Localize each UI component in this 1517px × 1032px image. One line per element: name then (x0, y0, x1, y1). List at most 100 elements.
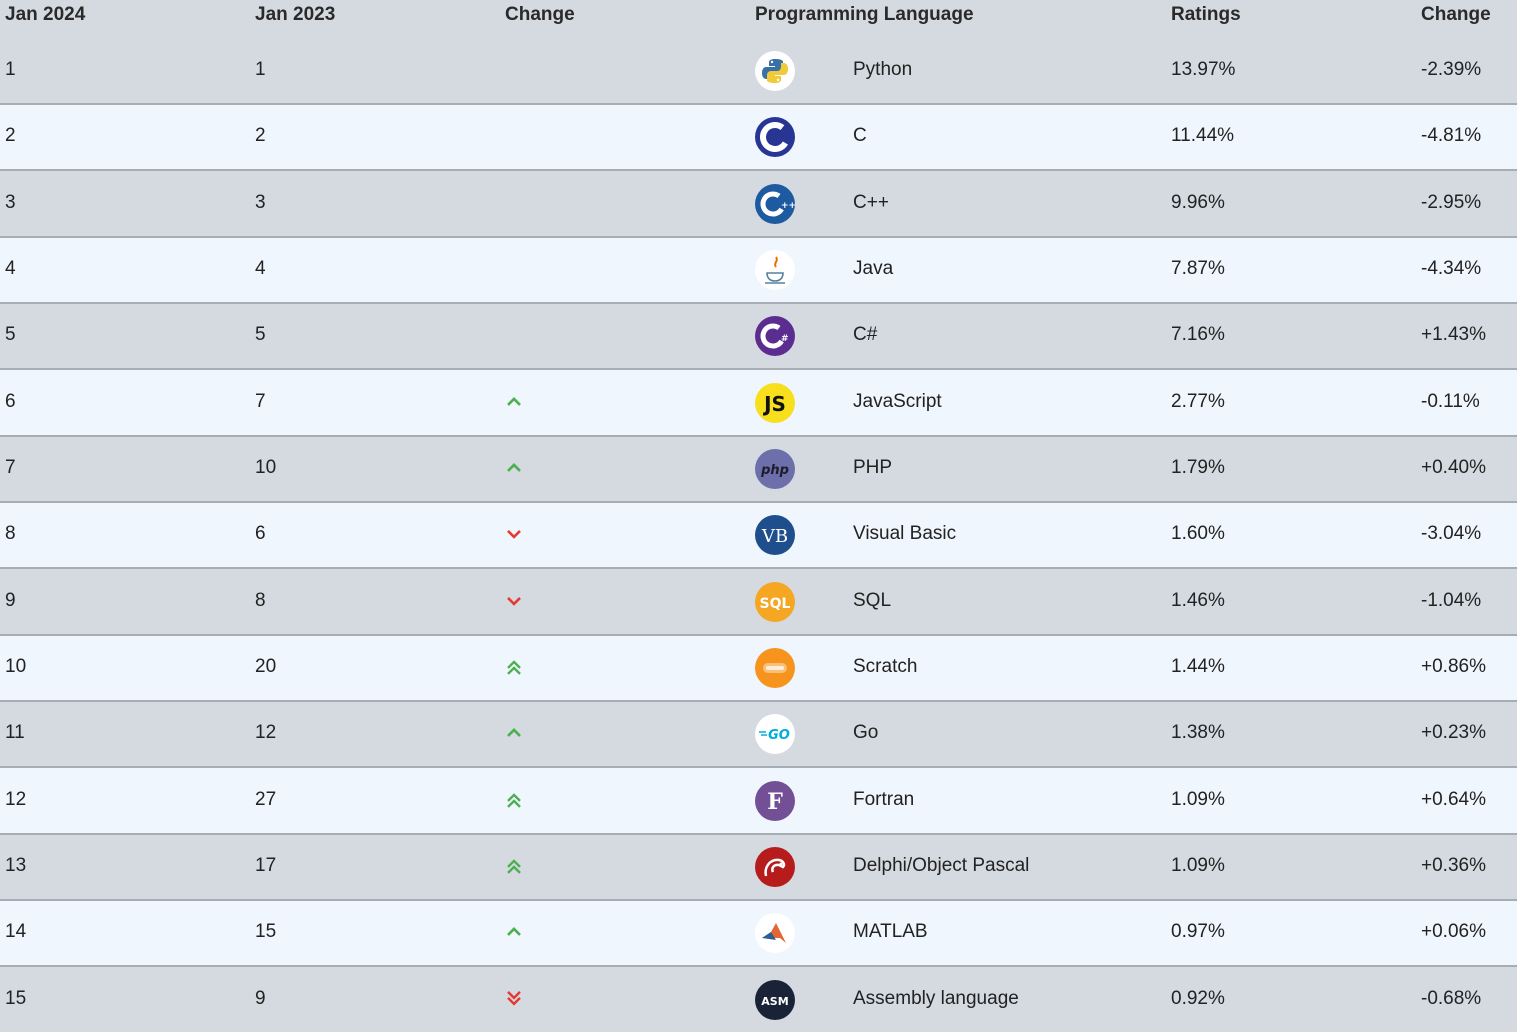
fortran-icon: F (754, 780, 796, 822)
rating-change: -4.34% (1421, 258, 1482, 280)
language-name[interactable]: Java (853, 258, 894, 280)
previous-rank: 9 (255, 987, 266, 1009)
current-rank: 8 (5, 523, 16, 545)
previous-rank: 1 (255, 58, 266, 80)
matlab-icon (754, 912, 796, 954)
rating-change: -0.68% (1421, 987, 1482, 1009)
svg-text:GO: GO (768, 728, 790, 743)
previous-rank: 17 (255, 855, 277, 877)
trend-double-down-icon (504, 987, 524, 1009)
table-row: 13 17 Delphi/Object Pascal 1.09% +0.36% (0, 835, 1517, 901)
previous-rank: 20 (255, 656, 277, 678)
rating-value: 1.09% (1171, 788, 1225, 810)
current-rank: 2 (5, 125, 16, 147)
delphi-icon (754, 846, 796, 888)
trend-up-icon (504, 457, 524, 479)
table-row: 7 10 php PHP 1.79% +0.40% (0, 437, 1517, 503)
language-name[interactable]: Fortran (853, 788, 915, 810)
rating-change: -2.95% (1421, 191, 1482, 213)
rating-change: -4.81% (1421, 125, 1482, 147)
rating-value: 7.87% (1171, 258, 1225, 280)
language-name[interactable]: MATLAB (853, 921, 928, 943)
rating-value: 2.77% (1171, 390, 1225, 412)
language-name[interactable]: Delphi/Object Pascal (853, 855, 1030, 877)
rating-value: 1.38% (1171, 722, 1225, 744)
python-icon (754, 50, 796, 92)
current-rank: 5 (5, 324, 16, 346)
language-name[interactable]: Go (853, 722, 879, 744)
previous-rank: 10 (255, 457, 277, 479)
previous-rank: 4 (255, 258, 266, 280)
language-name[interactable]: PHP (853, 457, 893, 479)
current-rank: 12 (5, 788, 27, 810)
previous-rank: 8 (255, 589, 266, 611)
current-rank: 10 (5, 656, 27, 678)
rating-change: +0.06% (1421, 921, 1486, 943)
current-rank: 7 (5, 457, 16, 479)
svg-text:php: php (760, 463, 789, 478)
rating-change: +0.36% (1421, 855, 1486, 877)
language-name[interactable]: Visual Basic (853, 523, 957, 545)
go-icon: GO (754, 713, 796, 755)
header-rating-change[interactable]: Change (1421, 4, 1491, 25)
rating-change: -0.11% (1421, 390, 1480, 412)
sql-icon: SQL (754, 581, 796, 623)
language-name[interactable]: Assembly language (853, 987, 1019, 1009)
header-change[interactable]: Change (505, 4, 575, 25)
rating-change: +0.86% (1421, 656, 1486, 678)
svg-text:JS: JS (762, 392, 786, 416)
current-rank: 6 (5, 390, 16, 412)
header-current-rank[interactable]: Jan 2024 (5, 4, 86, 25)
previous-rank: 5 (255, 324, 266, 346)
language-name[interactable]: C# (853, 324, 878, 346)
rating-change: +1.43% (1421, 324, 1486, 346)
table-row: 10 20 Scratch 1.44% +0.86% (0, 636, 1517, 702)
language-name[interactable]: JavaScript (853, 390, 942, 412)
trend-double-up-icon (504, 788, 524, 810)
table-row: 4 4 Java 7.87% -4.34% (0, 238, 1517, 304)
svg-text:SQL: SQL (760, 596, 791, 612)
rating-value: 1.09% (1171, 855, 1225, 877)
svg-text:F: F (767, 789, 783, 815)
rating-value: 7.16% (1171, 324, 1225, 346)
java-icon (754, 249, 796, 291)
rating-change: -3.04% (1421, 523, 1482, 545)
rating-change: -1.04% (1421, 589, 1482, 611)
table-header: Jan 2024 Jan 2023 Change Programming Lan… (0, 0, 1517, 40)
table-row: 11 12 GO Go 1.38% +0.23% (0, 702, 1517, 768)
rating-value: 0.92% (1171, 987, 1225, 1009)
previous-rank: 3 (255, 191, 266, 213)
trend-up-icon (504, 722, 524, 744)
rating-value: 13.97% (1171, 58, 1236, 80)
rating-value: 1.60% (1171, 523, 1225, 545)
php-icon: php (754, 448, 796, 490)
header-language[interactable]: Programming Language (755, 4, 974, 25)
previous-rank: 7 (255, 390, 266, 412)
language-name[interactable]: C (853, 125, 867, 147)
current-rank: 13 (5, 855, 27, 877)
trend-down-icon (504, 523, 524, 545)
language-name[interactable]: Scratch (853, 656, 918, 678)
trend-up-icon (504, 921, 524, 943)
rating-value: 1.79% (1171, 457, 1225, 479)
rating-value: 1.44% (1171, 656, 1225, 678)
svg-text:#: # (781, 334, 789, 344)
header-previous-rank[interactable]: Jan 2023 (255, 4, 336, 25)
svg-text:++: ++ (781, 201, 796, 211)
current-rank: 4 (5, 258, 16, 280)
previous-rank: 15 (255, 921, 277, 943)
language-name[interactable]: Python (853, 58, 913, 80)
table-row: 6 7 JS JavaScript 2.77% -0.11% (0, 370, 1517, 437)
current-rank: 1 (5, 58, 16, 80)
svg-text:ASM: ASM (761, 995, 788, 1008)
language-name[interactable]: SQL (853, 589, 892, 611)
rating-value: 9.96% (1171, 191, 1225, 213)
trend-down-icon (504, 589, 524, 611)
rating-value: 11.44% (1171, 125, 1235, 147)
header-ratings[interactable]: Ratings (1171, 4, 1241, 25)
cpp-icon: ++ (754, 183, 796, 225)
table-row: 9 8 SQL SQL 1.46% -1.04% (0, 569, 1517, 636)
language-name[interactable]: C++ (853, 191, 889, 213)
csharp-icon: # (754, 315, 796, 357)
trend-double-up-icon (504, 855, 524, 877)
